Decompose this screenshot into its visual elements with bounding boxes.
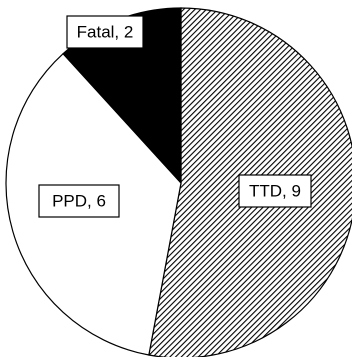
pie-label-text: PPD, 6	[52, 192, 106, 211]
pie-label-fatal: Fatal, 2	[66, 15, 144, 49]
pie-label-box	[38, 184, 120, 218]
pie-label-text: Fatal, 2	[77, 23, 134, 42]
pie-label-box	[238, 174, 312, 208]
pie-label-ttd: TTD, 9	[238, 174, 312, 208]
pie-label-ppd: PPD, 6	[38, 184, 120, 218]
pie-label-box	[66, 15, 144, 49]
pie-label-text: TTD, 9	[249, 182, 301, 201]
